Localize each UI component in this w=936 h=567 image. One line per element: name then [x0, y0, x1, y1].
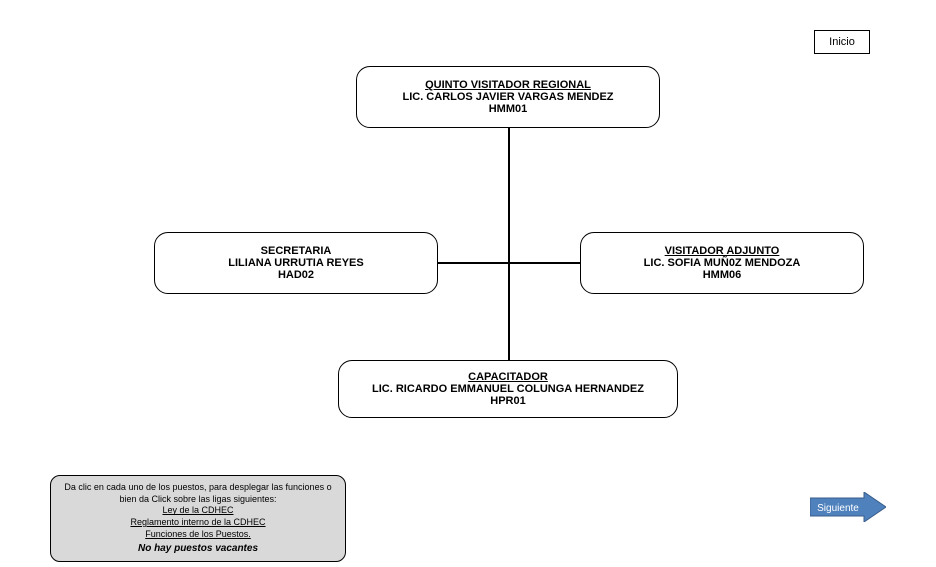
node-secretaria[interactable]: SECRETARIA LILIANA URRUTIA REYES HAD02 — [154, 232, 438, 294]
secretaria-title: SECRETARIA — [261, 245, 332, 257]
node-visitador-adjunto[interactable]: VISITADOR ADJUNTO LIC. SOFIA MUÑ0Z MENDO… — [580, 232, 864, 294]
root-code: HMM01 — [489, 103, 528, 115]
node-root[interactable]: QUINTO VISITADOR REGIONAL LIC. CARLOS JA… — [356, 66, 660, 128]
info-intro: Da clic en cada uno de los puestos, para… — [59, 482, 337, 505]
visitador-name: LIC. SOFIA MUÑ0Z MENDOZA — [644, 257, 801, 269]
arrow-right-icon: Siguiente — [810, 492, 886, 522]
connector-to-right — [509, 262, 580, 264]
siguiente-button[interactable]: Siguiente — [810, 492, 886, 522]
link-funciones-puestos[interactable]: Funciones de los Puestos. — [59, 529, 337, 541]
secretaria-code: HAD02 — [278, 269, 314, 281]
capacitador-name: LIC. RICARDO EMMANUEL COLUNGA HERNANDEZ — [372, 383, 644, 395]
info-box: Da clic en cada uno de los puestos, para… — [50, 475, 346, 562]
root-title: QUINTO VISITADOR REGIONAL — [425, 79, 591, 91]
secretaria-name: LILIANA URRUTIA REYES — [228, 257, 363, 269]
connector-to-left — [438, 262, 509, 264]
connector-root-down — [508, 128, 510, 390]
node-capacitador[interactable]: CAPACITADOR LIC. RICARDO EMMANUEL COLUNG… — [338, 360, 678, 418]
root-name: LIC. CARLOS JAVIER VARGAS MENDEZ — [402, 91, 613, 103]
siguiente-label: Siguiente — [817, 503, 859, 514]
link-ley-cdhec[interactable]: Ley de la CDHEC — [59, 505, 337, 517]
inicio-label: Inicio — [829, 36, 855, 48]
inicio-button[interactable]: Inicio — [814, 30, 870, 54]
capacitador-title: CAPACITADOR — [468, 371, 548, 383]
visitador-title: VISITADOR ADJUNTO — [665, 245, 780, 257]
visitador-code: HMM06 — [703, 269, 742, 281]
info-vacancies: No hay puestos vacantes — [59, 542, 337, 555]
capacitador-code: HPR01 — [490, 395, 525, 407]
link-reglamento-cdhec[interactable]: Reglamento interno de la CDHEC — [59, 517, 337, 529]
